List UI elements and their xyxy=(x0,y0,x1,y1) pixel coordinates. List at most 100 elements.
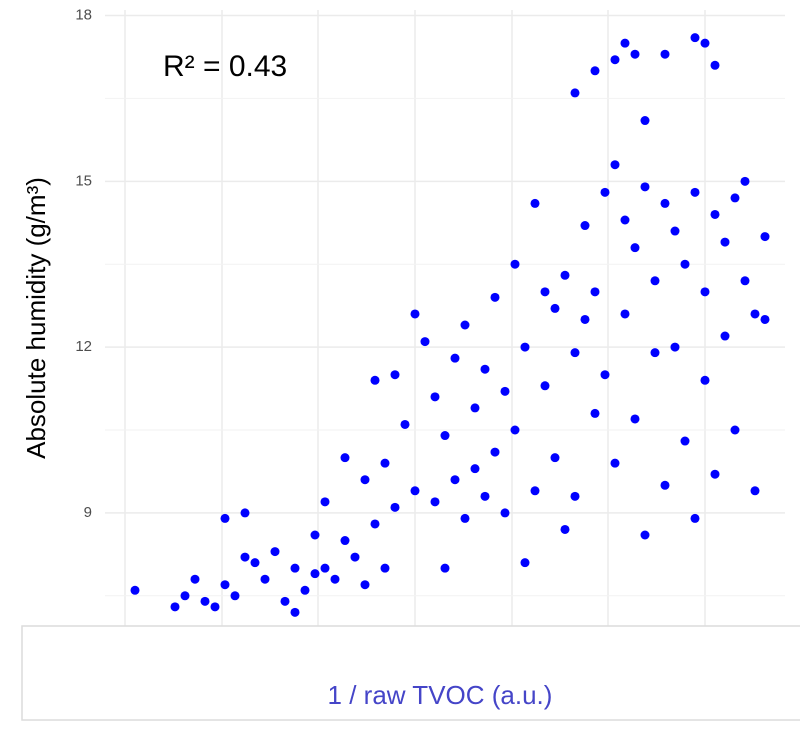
point xyxy=(720,237,730,247)
point xyxy=(390,370,400,380)
annotation: R² = 0.43 xyxy=(163,50,287,83)
point xyxy=(670,226,680,236)
point xyxy=(500,508,510,518)
point xyxy=(690,513,700,523)
point xyxy=(340,536,350,546)
point xyxy=(740,176,750,186)
point xyxy=(530,198,540,208)
point xyxy=(630,243,640,253)
point xyxy=(310,530,320,540)
point xyxy=(370,519,380,529)
point xyxy=(700,38,710,48)
point xyxy=(710,469,720,479)
point xyxy=(480,364,490,374)
point xyxy=(340,453,350,463)
point xyxy=(750,309,760,319)
point xyxy=(530,486,540,496)
point xyxy=(560,524,570,534)
point xyxy=(480,491,490,501)
point xyxy=(290,607,300,617)
point xyxy=(610,160,620,170)
point xyxy=(570,348,580,358)
point xyxy=(710,60,720,70)
point xyxy=(190,574,200,584)
point xyxy=(590,408,600,418)
point xyxy=(600,187,610,197)
point xyxy=(560,270,570,280)
point xyxy=(700,375,710,385)
point xyxy=(730,193,740,203)
point xyxy=(620,38,630,48)
point xyxy=(460,320,470,330)
point xyxy=(430,497,440,507)
y-tick-label: 12 xyxy=(75,338,92,355)
point xyxy=(520,342,530,352)
point xyxy=(450,475,460,485)
point xyxy=(740,276,750,286)
point xyxy=(470,403,480,413)
point xyxy=(380,563,390,573)
point xyxy=(660,480,670,490)
point xyxy=(630,49,640,59)
point xyxy=(640,182,650,192)
point xyxy=(410,309,420,319)
point xyxy=(490,447,500,457)
point xyxy=(450,353,460,363)
point xyxy=(570,491,580,501)
point xyxy=(650,276,660,286)
point xyxy=(220,580,230,590)
point xyxy=(640,116,650,126)
point xyxy=(540,287,550,297)
point xyxy=(590,66,600,76)
point xyxy=(170,602,180,612)
point xyxy=(630,414,640,424)
point xyxy=(360,475,370,485)
point xyxy=(760,314,770,324)
point xyxy=(690,187,700,197)
y-tick-label: 15 xyxy=(75,172,92,189)
point xyxy=(620,309,630,319)
point xyxy=(610,458,620,468)
point xyxy=(310,569,320,579)
point xyxy=(130,585,140,595)
point xyxy=(370,375,380,385)
points xyxy=(130,33,770,617)
point xyxy=(230,591,240,601)
point xyxy=(710,209,720,219)
point xyxy=(600,370,610,380)
point xyxy=(490,292,500,302)
point xyxy=(350,552,360,562)
point xyxy=(570,88,580,98)
y-tick-label: 18 xyxy=(75,6,92,23)
point xyxy=(430,392,440,402)
point xyxy=(220,513,230,523)
point xyxy=(620,215,630,225)
point xyxy=(200,596,210,606)
point xyxy=(320,497,330,507)
point xyxy=(260,574,270,584)
point xyxy=(680,259,690,269)
point xyxy=(580,221,590,231)
point xyxy=(320,563,330,573)
point xyxy=(660,198,670,208)
point xyxy=(650,348,660,358)
point xyxy=(210,602,220,612)
point xyxy=(550,453,560,463)
point xyxy=(380,458,390,468)
point xyxy=(720,331,730,341)
point xyxy=(690,33,700,43)
point xyxy=(300,585,310,595)
point xyxy=(440,563,450,573)
point xyxy=(660,49,670,59)
point xyxy=(590,287,600,297)
point xyxy=(460,513,470,523)
point xyxy=(360,580,370,590)
point xyxy=(510,425,520,435)
point xyxy=(330,574,340,584)
point xyxy=(250,558,260,568)
point xyxy=(670,342,680,352)
point xyxy=(400,419,410,429)
grid xyxy=(105,10,785,640)
point xyxy=(290,563,300,573)
